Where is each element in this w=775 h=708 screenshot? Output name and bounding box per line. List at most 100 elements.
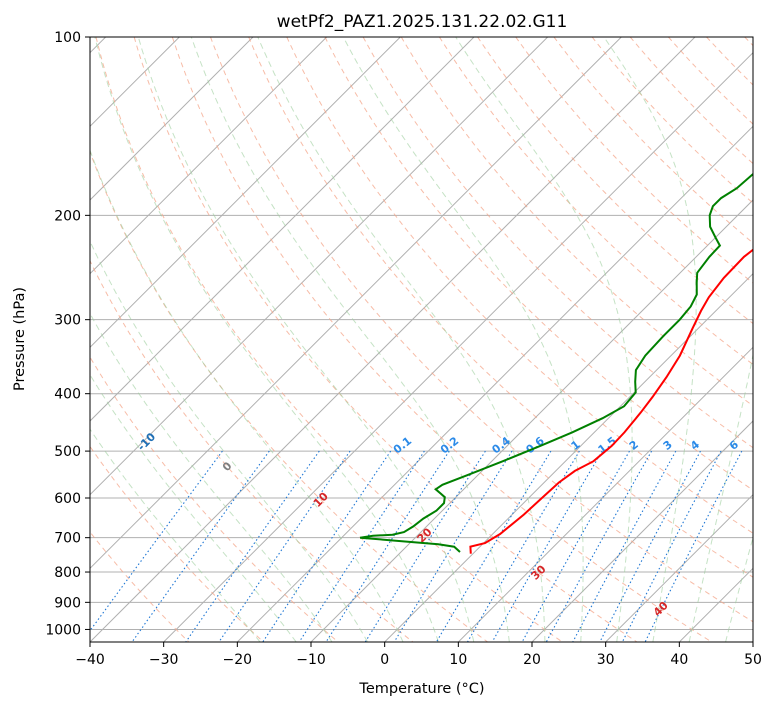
isotherm-line — [90, 37, 622, 570]
dry-adiabat-label: -10 — [135, 430, 158, 453]
isotherm-line — [90, 37, 475, 422]
moist-adiabat-line — [90, 312, 333, 642]
mixing-ratio-label: 1 — [569, 438, 583, 453]
x-tick-label: 0 — [380, 652, 389, 668]
dewpoint-line — [359, 172, 753, 553]
isotherm-line — [605, 493, 753, 642]
y-axis-label: Pressure (hPa) — [12, 287, 28, 391]
mixing-ratio-line — [185, 450, 320, 642]
isotherm-line — [90, 37, 401, 349]
dry-adiabat-line — [90, 356, 339, 642]
dry-adiabat-line — [248, 37, 753, 578]
moist-adiabat-line — [90, 373, 297, 642]
mixing-ratio-line — [218, 450, 351, 642]
mixing-ratio-line — [599, 450, 701, 642]
moist-adiabat-line — [688, 352, 753, 642]
x-tick-label: 50 — [744, 652, 762, 668]
moist-adiabat-line — [257, 37, 546, 642]
chart-title: wetPf2_PAZ1.2025.131.22.02.G11 — [277, 12, 568, 32]
dry-adiabat-line — [133, 37, 638, 642]
mixing-ratio-label: 0.4 — [490, 434, 514, 456]
mixing-ratio-line — [393, 450, 513, 642]
mixing-ratio-line — [90, 450, 223, 632]
mixing-ratio-line — [325, 450, 450, 642]
mixing-ratio-label: 4 — [688, 438, 702, 453]
moist-adiabat-line — [725, 535, 753, 642]
dry-adiabat-line — [668, 37, 753, 125]
mixing-ratio-line — [131, 450, 270, 642]
dry-adiabat-line — [477, 37, 753, 325]
mixing-ratio-line — [491, 450, 603, 642]
moist-adiabat-line — [90, 148, 404, 642]
dry-adiabat-line — [706, 37, 753, 86]
moist-adiabat-line — [90, 428, 261, 642]
y-tick-label: 200 — [54, 208, 81, 224]
isotherm-line — [457, 346, 753, 642]
dry-adiabat-line — [515, 37, 753, 284]
mixing-ratio-line — [644, 450, 743, 642]
y-tick-label: 100 — [54, 30, 81, 46]
mixing-ratio-label: 3 — [661, 438, 675, 453]
dry-adiabat-line — [90, 445, 264, 642]
y-tick-label: 600 — [54, 491, 81, 507]
x-tick-label: 30 — [597, 652, 615, 668]
x-tick-label: 40 — [670, 652, 688, 668]
isotherm-line — [678, 567, 753, 642]
x-tick-label: 20 — [523, 652, 541, 668]
moist-adiabat-line — [94, 37, 439, 642]
isotherm-line — [236, 125, 753, 642]
isotherm-line — [90, 37, 696, 642]
sounding-profiles — [359, 172, 753, 554]
mixing-ratio-line — [545, 450, 653, 642]
dry-adiabat-line — [171, 37, 712, 642]
y-tick-label: 800 — [54, 565, 81, 581]
isotherm-line — [90, 37, 254, 201]
y-tick-label: 1000 — [45, 622, 81, 638]
mixing-ratio-line — [262, 450, 392, 642]
y-tick-label: 700 — [54, 531, 81, 547]
mixing-ratio-line — [298, 450, 425, 642]
plot-frame — [89, 36, 754, 643]
background-lines — [90, 37, 775, 642]
mixing-ratio-line — [572, 450, 677, 642]
x-tick-label: −40 — [75, 652, 105, 668]
x-axis-label: Temperature (°C) — [358, 681, 484, 697]
x-tick-label: −30 — [149, 652, 179, 668]
dry-adiabat-line — [90, 259, 414, 642]
dry-adiabat-line — [95, 37, 563, 642]
isotherm-line — [90, 37, 549, 496]
dry-adiabat-line — [591, 37, 753, 204]
background-line-labels: 0.10.20.40.611.52346810131620253036-100-… — [135, 430, 770, 619]
x-tick-label: −20 — [223, 652, 253, 668]
mixing-ratio-label: 0.1 — [391, 434, 414, 456]
moist-adiabat-line — [90, 240, 369, 642]
moist-adiabat-line — [762, 37, 775, 642]
dry-adiabat-line — [210, 37, 753, 623]
isotherm-line — [163, 51, 753, 642]
temperature-line — [469, 248, 753, 554]
dry-adiabat-line — [400, 37, 753, 407]
moist-adiabat-line — [455, 37, 633, 642]
moist-adiabat-line — [342, 37, 584, 642]
y-tick-label: 500 — [54, 444, 81, 460]
dry-adiabat-line — [629, 37, 753, 165]
mixing-ratio-line — [364, 450, 486, 642]
mixing-ratio-line — [521, 450, 630, 642]
isotherm-line — [531, 420, 753, 642]
dry-adiabat-line — [438, 37, 753, 366]
moist-adiabat-line — [190, 37, 510, 642]
y-tick-label: 400 — [54, 387, 81, 403]
mixing-ratio-label: 1.5 — [596, 434, 619, 456]
dry-adiabat-line — [90, 531, 190, 642]
x-tick-label: −10 — [296, 652, 326, 668]
dry-adiabat-line — [90, 150, 488, 642]
moist-adiabat-line — [603, 37, 697, 642]
dry-adiabat-line — [362, 37, 753, 449]
x-tick-label: 10 — [449, 652, 467, 668]
dry-adiabat-label: 30 — [529, 562, 549, 582]
isotherm-line — [90, 37, 328, 275]
mixing-ratio-label: 2 — [627, 438, 641, 453]
mixing-ratio-label: 8 — [756, 438, 770, 453]
moist-adiabat-line — [137, 37, 475, 642]
